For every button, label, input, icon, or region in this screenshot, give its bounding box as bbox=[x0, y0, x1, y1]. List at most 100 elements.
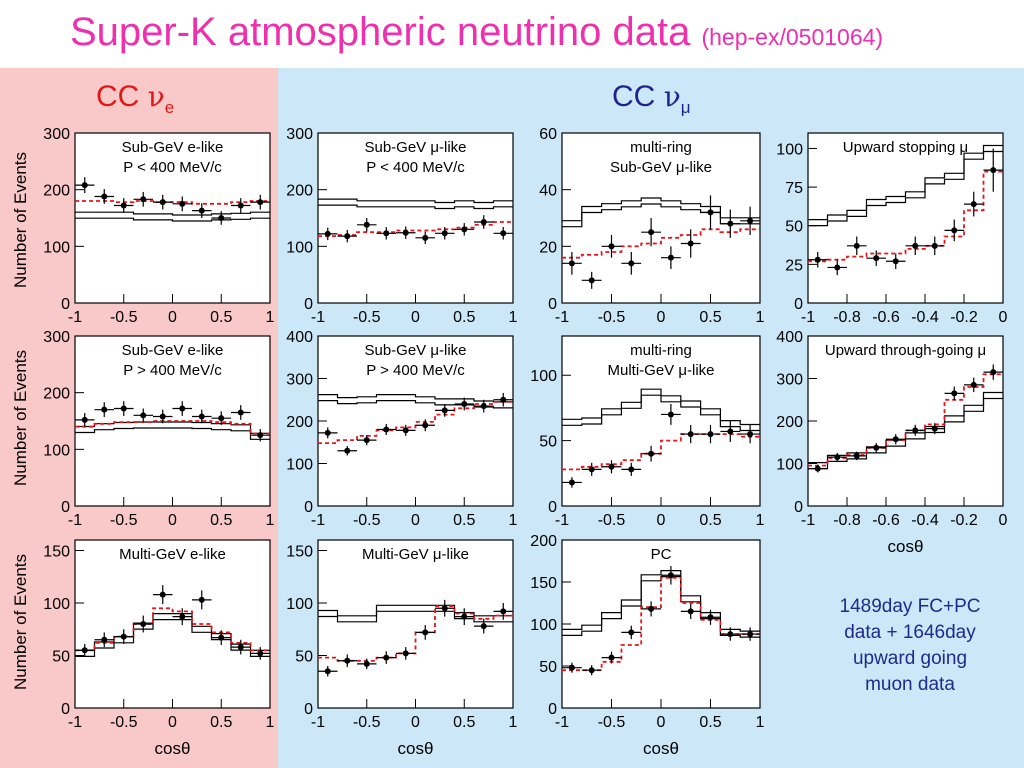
mc-no-oscillation-lower bbox=[318, 610, 513, 623]
data-marker bbox=[834, 454, 841, 461]
data-marker bbox=[912, 242, 919, 249]
data-marker bbox=[747, 217, 754, 224]
mc-no-oscillation-lower bbox=[808, 397, 1003, 470]
data-point bbox=[944, 386, 964, 401]
data-marker bbox=[363, 221, 370, 228]
data-point bbox=[250, 647, 270, 660]
data-marker bbox=[120, 202, 127, 209]
x-tick-label: 0 bbox=[999, 309, 1008, 326]
data-point bbox=[454, 223, 474, 236]
data-marker bbox=[951, 390, 958, 397]
data-marker bbox=[747, 631, 754, 638]
data-marker bbox=[608, 463, 615, 470]
data-point bbox=[357, 218, 377, 232]
x-tick-label: -0.5 bbox=[110, 309, 138, 326]
data-point bbox=[581, 271, 602, 289]
y-tick-label: 200 bbox=[43, 386, 70, 403]
x-tick-label: 0 bbox=[999, 512, 1008, 529]
data-point bbox=[153, 194, 173, 210]
y-tick-label: 0 bbox=[794, 499, 803, 516]
data-point bbox=[905, 424, 925, 436]
x-tick-label: 0.5 bbox=[699, 512, 721, 529]
x-tick-label: 0 bbox=[411, 309, 420, 326]
mc-no-oscillation-lower bbox=[808, 150, 1003, 227]
y-tick-label: 60 bbox=[539, 126, 557, 143]
y-tick-label: 0 bbox=[794, 296, 803, 313]
data-marker bbox=[461, 226, 468, 233]
y-tick-label: 100 bbox=[286, 596, 313, 613]
data-marker bbox=[648, 229, 655, 236]
y-tick-label: 50 bbox=[785, 219, 803, 236]
data-marker bbox=[198, 207, 205, 214]
x-tick-label: -1 bbox=[801, 512, 815, 529]
data-point bbox=[740, 627, 760, 641]
note-line-3: upward going bbox=[852, 648, 968, 669]
data-point bbox=[983, 364, 1003, 380]
data-point bbox=[337, 446, 357, 456]
y-tick-label: 300 bbox=[286, 372, 313, 389]
data-point bbox=[133, 408, 153, 423]
x-tick-label: -0.5 bbox=[353, 309, 381, 326]
data-marker bbox=[628, 260, 635, 267]
data-point bbox=[474, 215, 494, 229]
y-tick-label: 75 bbox=[785, 180, 803, 197]
data-marker bbox=[707, 614, 714, 621]
mc-oscillated bbox=[562, 433, 760, 471]
plot-label-2: P < 400 MeV/c bbox=[123, 159, 222, 176]
data-point bbox=[357, 435, 377, 446]
y-tick-label: 200 bbox=[43, 183, 70, 200]
chart-multiring-multigev-mu: 0 50 100 -1 -0.5 0 0.5 1 multi-ring Multi-GeV μ-l… bbox=[530, 335, 765, 529]
y-tick-label: 0 bbox=[304, 701, 313, 718]
chart-subgev-mu-high: 0 100 200 300 400 -1 -0.5 0 0.5 1 Sub-GeV μ-like P … bbox=[286, 329, 517, 529]
y-tick-label: 50 bbox=[52, 649, 70, 666]
data-marker bbox=[402, 650, 409, 657]
data-marker bbox=[344, 657, 351, 664]
mc-oscillated bbox=[75, 607, 270, 652]
data-marker bbox=[480, 403, 487, 410]
data-point bbox=[581, 665, 602, 676]
y-tick-label: 0 bbox=[304, 296, 313, 313]
x-tick-label: -0.6 bbox=[872, 309, 900, 326]
data-marker bbox=[237, 202, 244, 209]
data-point bbox=[827, 452, 847, 462]
data-marker bbox=[402, 427, 409, 434]
data-marker bbox=[101, 636, 108, 643]
data-point bbox=[601, 460, 622, 474]
y-tick-label: 200 bbox=[286, 183, 313, 200]
y-tick-label: 0 bbox=[548, 701, 557, 718]
data-marker bbox=[727, 220, 734, 227]
x-axis-label: cosθ bbox=[643, 739, 679, 758]
x-tick-label: -0.8 bbox=[833, 512, 861, 529]
x-tick-label: -1 bbox=[801, 309, 815, 326]
y-tick-label: 50 bbox=[539, 434, 557, 451]
data-point bbox=[493, 392, 513, 407]
data-point bbox=[114, 198, 134, 213]
data-point bbox=[905, 236, 925, 256]
mc-no-oscillation-upper bbox=[808, 144, 1003, 221]
data-marker bbox=[990, 167, 997, 174]
x-tick-label: 1 bbox=[756, 512, 765, 529]
x-tick-label: 0 bbox=[168, 714, 177, 731]
mc-no-oscillation-lower bbox=[75, 217, 270, 222]
data-point bbox=[621, 252, 642, 275]
data-marker bbox=[179, 405, 186, 412]
plot-label-1: Sub-GeV μ-like bbox=[364, 139, 466, 156]
data-point bbox=[75, 177, 95, 194]
data-marker bbox=[568, 260, 575, 267]
data-point bbox=[720, 209, 741, 238]
data-marker bbox=[568, 479, 575, 486]
data-point bbox=[562, 252, 582, 275]
x-tick-label: 1 bbox=[756, 309, 765, 326]
y-tick-label: 200 bbox=[776, 414, 803, 431]
data-marker bbox=[218, 415, 225, 422]
plot-label-1: PC bbox=[651, 546, 672, 563]
mc-no-oscillation-upper bbox=[562, 197, 760, 222]
x-axis-label: cosθ bbox=[155, 739, 191, 758]
data-marker bbox=[873, 444, 880, 451]
mc-no-oscillation-lower bbox=[562, 394, 760, 432]
data-marker bbox=[628, 629, 635, 636]
plot-label-1: Upward through-going μ bbox=[825, 342, 986, 359]
mc-no-oscillation-lower bbox=[318, 400, 513, 409]
data-point bbox=[396, 647, 416, 660]
data-marker bbox=[441, 407, 448, 414]
